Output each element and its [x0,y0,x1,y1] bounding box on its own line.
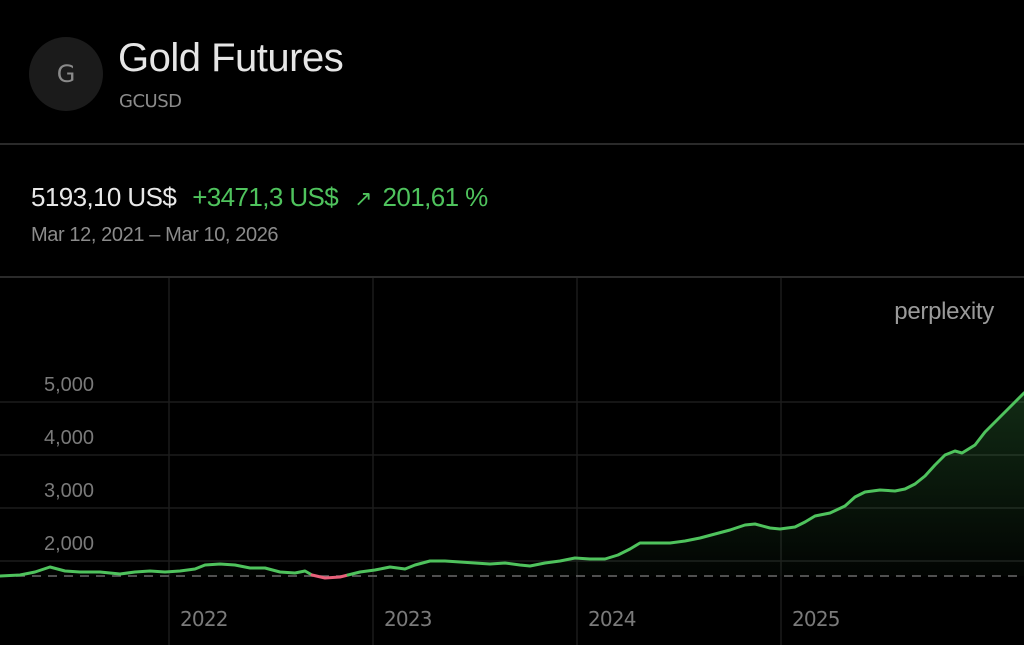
x-tick-2022: 2022 [180,607,228,631]
x-tick-2023: 2023 [384,607,432,631]
price-line-positive [0,562,314,578]
instrument-title: Gold Futures [118,36,344,80]
change-percent: 201,61 % [382,182,489,212]
y-tick-5000: 5,000 [44,374,95,396]
price-line-negative [310,573,350,580]
y-tick-4000: 4,000 [44,427,95,449]
perplexity-watermark: perplexity [894,298,994,325]
instrument-ticker: GCUSD [119,91,182,112]
vertical-gridlines [168,278,782,645]
y-tick-2000: 2,000 [44,533,95,555]
current-price: 5193,10 US$ [31,182,177,212]
avatar-letter: G [56,60,76,88]
y-tick-3000: 3,000 [44,480,95,502]
chart-canvas[interactable] [0,278,1024,645]
arrow-up-right-icon: ↗ [354,186,373,211]
header-divider [0,143,1024,145]
price-chart[interactable]: perplexity 5,000 4,000 3,000 2,000 2022 … [0,278,1024,645]
price-change: +3471,3 US$ [192,182,339,212]
summary-divider [0,276,1024,278]
date-range: Mar 12, 2021 – Mar 10, 2026 [31,224,279,246]
price-summary: 5193,10 US$ +3471,3 US$ ↗ 201,61 % [31,182,488,213]
instrument-header: G Gold Futures GCUSD [0,0,1024,143]
horizontal-gridlines [0,401,1024,562]
price-line-positive-2 [346,391,1024,577]
area-fill [0,393,1024,578]
x-tick-2025: 2025 [792,607,840,631]
instrument-avatar: G [29,37,103,111]
x-tick-2024: 2024 [588,607,636,631]
